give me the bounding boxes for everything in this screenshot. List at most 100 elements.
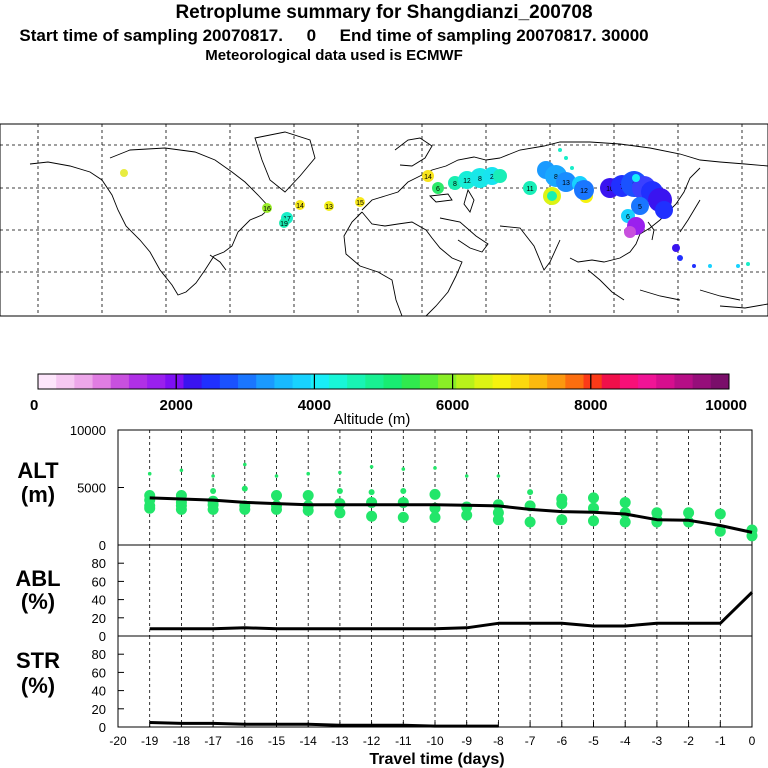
map-coastline (254, 131, 316, 193)
alt-scatter-point (336, 487, 343, 494)
map-coastline (647, 221, 655, 241)
chart-title: Retroplume summary for Shangdianzi_20070… (175, 2, 593, 23)
colorbar-swatch (419, 374, 439, 389)
alt-scatter-point (429, 511, 441, 523)
map-coastline (343, 211, 403, 317)
plume-marker-label: 8 (478, 176, 482, 183)
y-axis-label: STR (16, 648, 60, 673)
map-gridlines (0, 124, 768, 316)
colorbar-tick-label: 0 (30, 397, 38, 414)
colorbar-swatch (528, 374, 548, 389)
y-tick-label: 20 (92, 702, 106, 717)
colorbar-swatch (383, 374, 403, 389)
colorbar-tick-label: 6000 (436, 397, 469, 414)
retroplume-map: 16171914131514681282111081313121071956 (0, 123, 768, 317)
colorbar-swatch (619, 374, 639, 389)
x-tick-label: -2 (683, 734, 694, 748)
colorbar-swatch (219, 374, 239, 389)
alt-scatter-point (147, 471, 152, 476)
alt-scatter-point (207, 503, 219, 515)
alt-scatter-point (619, 516, 631, 528)
plume-marker (708, 264, 712, 268)
plume-marker (574, 180, 594, 200)
plume-marker-label: 16 (263, 206, 271, 213)
alt-scatter-point (366, 510, 378, 522)
y-tick-label: 0 (99, 720, 106, 735)
series-line (149, 591, 754, 631)
sampling-time-subtitle: Start time of sampling 20070817. 0 End t… (19, 26, 649, 45)
panel-alt: 0 5000 10000 ALT(m) (17, 423, 758, 553)
alt-scatter-point (369, 465, 374, 469)
plume-marker-label: 12 (463, 178, 471, 185)
alt-scatter-point (144, 502, 156, 514)
colorbar-swatch (510, 374, 530, 389)
alt-scatter-point (271, 503, 282, 515)
colorbar-swatch (492, 374, 512, 389)
map-coastline (639, 289, 681, 301)
y-tick-label: 20 (92, 611, 106, 626)
plume-marker (632, 174, 640, 182)
colorbar-swatch (638, 374, 657, 389)
colorbar-swatch (692, 374, 712, 389)
colorbar-swatch (710, 374, 730, 389)
plume-marker (422, 170, 434, 182)
plume-marker-label: 10 (606, 186, 614, 193)
x-tick-label: -19 (141, 734, 159, 748)
y-tick-label: 0 (99, 629, 106, 644)
alt-scatter-point (433, 466, 437, 470)
colorbar-swatch (183, 374, 203, 389)
x-tick-label: -7 (525, 734, 536, 748)
colorbar-tick-label: 10000 (705, 397, 747, 414)
plume-marker-label: 11 (526, 186, 533, 193)
plume-marker (677, 255, 683, 261)
alt-scatter-point (619, 496, 631, 508)
plume-marker (279, 218, 289, 228)
map-coastline (719, 303, 768, 309)
map-coastline (429, 193, 453, 203)
alt-scatter-point (527, 489, 534, 496)
altitude-colorbar: 0 2000 4000 6000 8000 10000 (30, 373, 747, 414)
colorbar-swatch (238, 374, 257, 389)
alt-scatter-point (524, 516, 536, 528)
colorbar-tick-label: 2000 (160, 397, 193, 414)
colorbar-swatch (365, 374, 384, 389)
colorbar-swatch (547, 374, 566, 389)
y-axis-unit: (%) (21, 589, 55, 614)
plume-marker (624, 226, 636, 238)
y-tick-label: 80 (92, 647, 106, 662)
colorbar-swatch (38, 374, 57, 389)
alt-scatter-point (175, 503, 187, 515)
colorbar-swatch (656, 374, 675, 389)
plume-marker (655, 201, 673, 219)
colorbar-label: Altitude (m) (334, 411, 411, 428)
x-tick-label: -15 (268, 734, 286, 748)
plume-marker (355, 197, 365, 207)
x-tick-label: -6 (556, 734, 567, 748)
plume-marker-label: 15 (356, 200, 364, 207)
colorbar-swatch (401, 374, 421, 389)
alt-scatter-point (683, 507, 695, 519)
x-tick-label: -13 (331, 734, 349, 748)
colorbar-swatch (201, 374, 221, 389)
y-axis-label: ALT (17, 458, 59, 483)
plume-marker-label: 19 (280, 221, 288, 228)
alt-scatter-point (338, 470, 342, 475)
map-coastlines (29, 131, 768, 317)
x-tick-label: 0 (749, 734, 756, 748)
plume-marker (120, 169, 128, 177)
alt-scatter-point (492, 514, 504, 526)
plume-marker (672, 244, 680, 252)
colorbar-swatch (565, 374, 585, 389)
plume-marker (547, 191, 557, 201)
colorbar-swatch (310, 374, 330, 389)
x-tick-label: -9 (461, 734, 472, 748)
y-axis-label: ABL (15, 566, 60, 591)
map-coastline (439, 217, 489, 253)
x-tick-label: -10 (426, 734, 444, 748)
alt-scatter-point (556, 498, 568, 510)
colorbar-swatch (674, 374, 694, 389)
y-axis-unit: (%) (21, 673, 55, 698)
colorbar-swatch (438, 374, 457, 389)
x-tick-label: -3 (652, 734, 663, 748)
